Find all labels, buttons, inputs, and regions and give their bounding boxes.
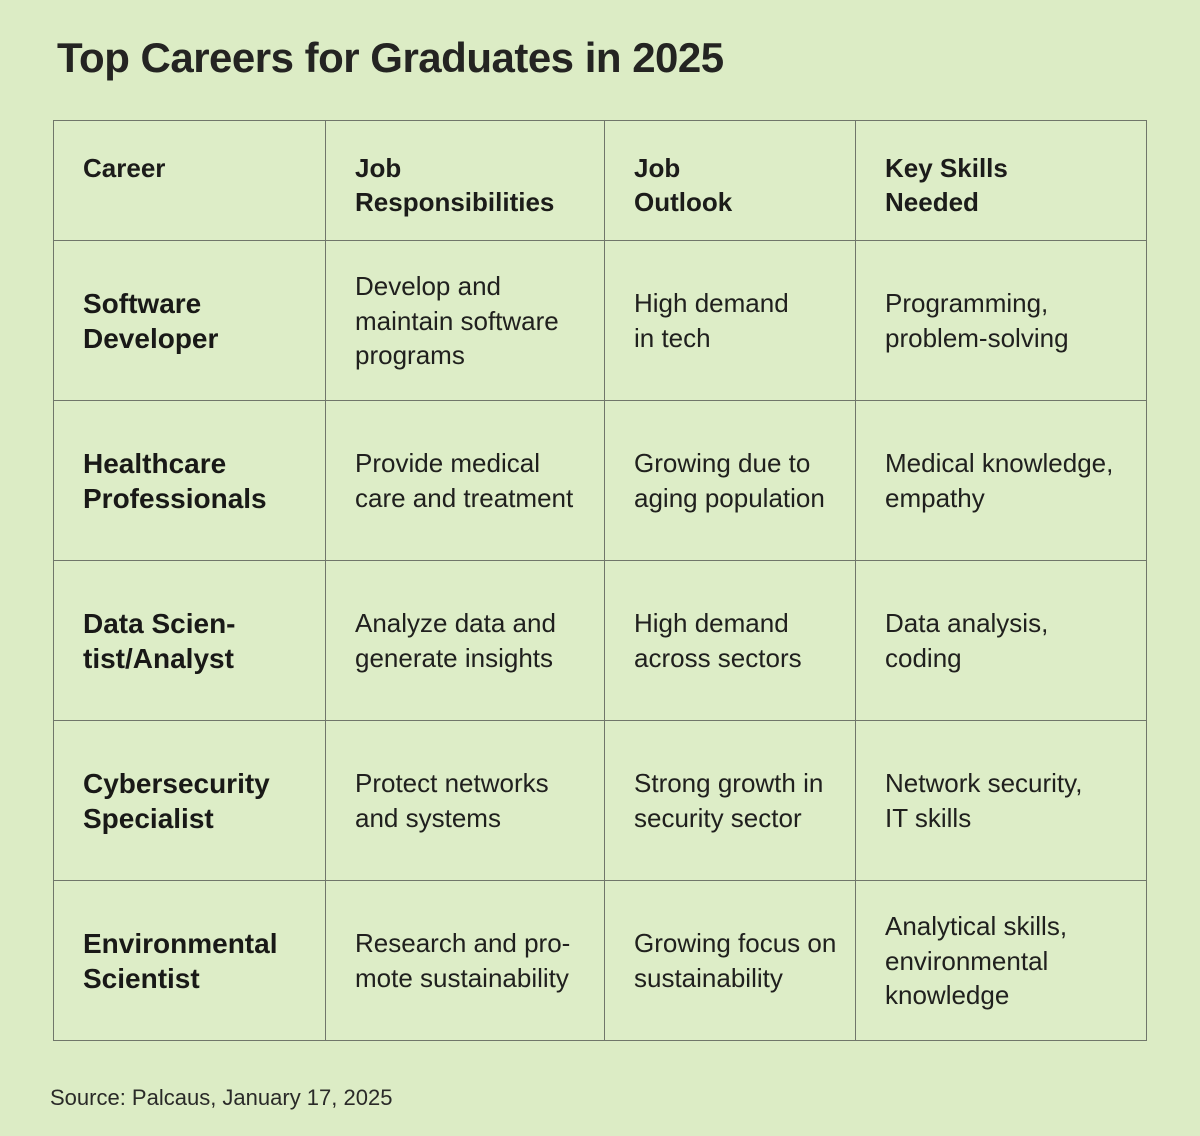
header-cell-responsibilities: Job Responsibilities (325, 120, 605, 242)
cell-outlook: Growing focus on sustainability (604, 880, 856, 1042)
header-cell-outlook: Job Outlook (604, 120, 856, 242)
table-row: Healthcare Professionals Provide medical… (53, 400, 1147, 562)
cell-career: Software Developer (53, 240, 326, 402)
table-header-row: Career Job Responsibilities Job Outlook … (53, 120, 1147, 242)
cell-responsibilities: Analyze data and generate insights (325, 560, 605, 722)
cell-outlook: High demand across sectors (604, 560, 856, 722)
table-row: Software Developer Develop and maintain … (53, 240, 1147, 402)
header-cell-career: Career (53, 120, 326, 242)
table-row: Cybersecurity Specialist Protect network… (53, 720, 1147, 882)
infographic-page: Top Careers for Graduates in 2025 Career… (50, 34, 1147, 1111)
cell-skills: Analytical skills, environmental knowled… (855, 880, 1147, 1042)
careers-table: Career Job Responsibilities Job Outlook … (53, 120, 1147, 1042)
cell-career: Cybersecurity Specialist (53, 720, 326, 882)
cell-skills: Medical knowledge, empathy (855, 400, 1147, 562)
cell-skills: Programming, problem-solving (855, 240, 1147, 402)
cell-responsibilities: Develop and maintain software programs (325, 240, 605, 402)
cell-outlook: Growing due to aging population (604, 400, 856, 562)
cell-career: Data Scien- tist/Analyst (53, 560, 326, 722)
cell-career: Environmental Scientist (53, 880, 326, 1042)
source-attribution: Source: Palcaus, January 17, 2025 (50, 1085, 393, 1111)
cell-outlook: High demand in tech (604, 240, 856, 402)
page-title: Top Careers for Graduates in 2025 (57, 34, 724, 81)
cell-outlook: Strong growth in security sector (604, 720, 856, 882)
table-row: Data Scien- tist/Analyst Analyze data an… (53, 560, 1147, 722)
cell-skills: Data analysis, coding (855, 560, 1147, 722)
cell-responsibilities: Research and pro- mote sustainability (325, 880, 605, 1042)
header-cell-skills: Key Skills Needed (855, 120, 1147, 242)
cell-skills: Network security, IT skills (855, 720, 1147, 882)
cell-responsibilities: Provide medical care and treatment (325, 400, 605, 562)
cell-career: Healthcare Professionals (53, 400, 326, 562)
table-row: Environmental Scientist Research and pro… (53, 880, 1147, 1042)
cell-responsibilities: Protect networks and systems (325, 720, 605, 882)
